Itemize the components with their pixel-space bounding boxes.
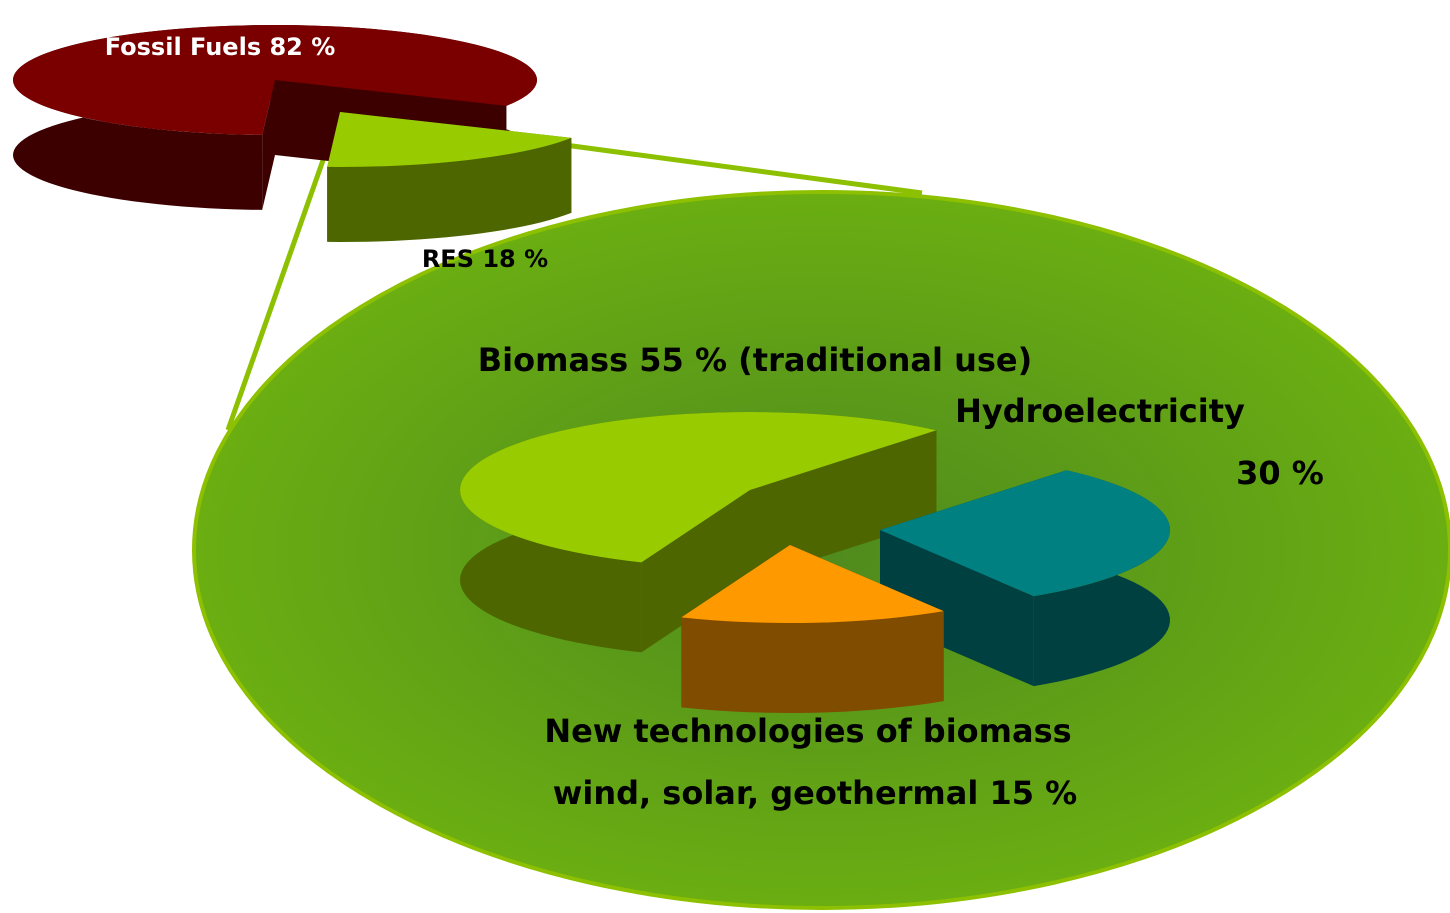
slice-top [681,545,944,623]
slice [327,112,572,242]
slice-side [327,137,572,242]
slice [681,545,944,713]
slice-label: Biomass 55 % (traditional use) [478,341,1032,379]
pies: Fossil Fuels 82 % RES 18 % Biomass 55 % (t… [12,25,1324,812]
slice-label: 30 % [1236,454,1324,492]
slice [880,470,1170,687]
slice-side [880,530,1034,687]
slice-label: wind, solar, geothermal 15 % [553,774,1077,812]
slice-side [641,490,750,653]
slice-label: Fossil Fuels 82 % [105,33,336,61]
slice-label: RES 18 % [422,245,548,273]
slice-side [681,611,944,713]
connector [225,111,343,431]
slice [459,411,937,653]
slice-label: Hydroelectricity [955,392,1245,430]
slice-top [459,411,937,563]
slice-top [327,112,572,167]
slice-side [262,80,275,210]
slice-top [880,470,1170,597]
slice-label: New technologies of biomass [544,712,1071,750]
connector [564,142,923,196]
slice-top [12,25,537,135]
